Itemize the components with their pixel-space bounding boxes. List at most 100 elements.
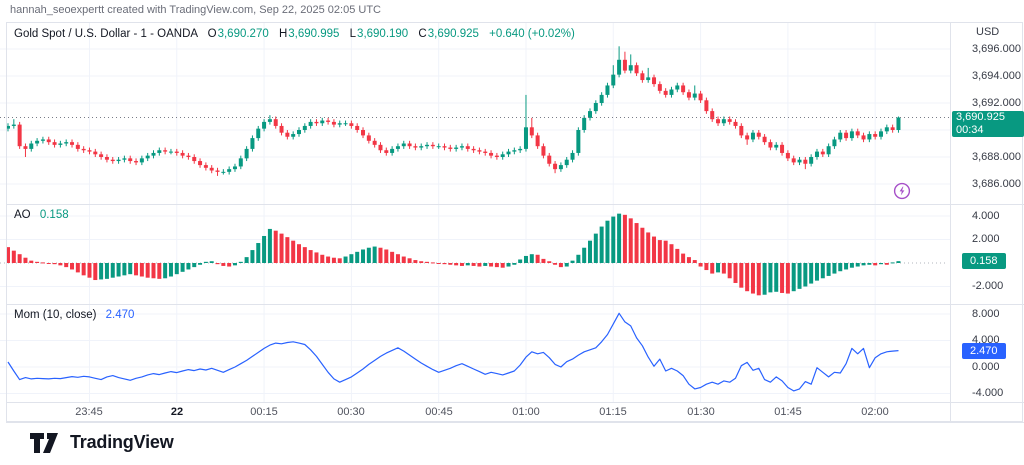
candle-body [844, 132, 849, 139]
ao-bar [855, 263, 860, 267]
candle-body [262, 121, 267, 129]
candle-body [593, 103, 598, 112]
candle-body [203, 165, 208, 168]
candle-body [861, 135, 866, 140]
candle-body [384, 150, 389, 153]
ao-bar [489, 263, 494, 267]
axis-tick-label: 4.000 [972, 210, 1000, 222]
time-tick-label: 01:30 [687, 406, 715, 418]
candle-body [588, 111, 592, 118]
ao-bar [314, 252, 319, 263]
candle-body [232, 166, 237, 170]
tradingview-logo[interactable]: TradingView [30, 432, 174, 453]
time-tick-label: 22 [170, 406, 184, 418]
ao-bar [826, 263, 831, 276]
candle-body [302, 125, 307, 130]
ao-value-badge: 0.158 [962, 253, 1006, 269]
candle-body [407, 143, 412, 147]
candle-body [576, 130, 581, 153]
candle-body [826, 146, 831, 155]
pane-divider [6, 422, 1024, 423]
candle-body [163, 150, 168, 152]
candle-body [739, 125, 744, 136]
ao-bar [512, 263, 517, 265]
ao-bar [844, 263, 849, 270]
price-scale[interactable]: USD 3,690.925 00:34 0.158 2.470 3,696.00… [950, 22, 1024, 422]
ao-title: AO [14, 209, 31, 221]
candle-body [40, 139, 45, 141]
candle-body [116, 159, 121, 162]
ao-bar [215, 263, 220, 265]
ao-bar [372, 246, 377, 263]
candle-body [180, 152, 185, 156]
ao-bar [890, 262, 895, 264]
ao-bar [611, 216, 616, 263]
candle-body [430, 144, 435, 147]
ao-bar [879, 263, 883, 265]
candle-body [884, 127, 889, 132]
ao-bar [93, 263, 98, 281]
candle-body [558, 165, 563, 170]
time-tick-label: 23:45 [75, 406, 103, 418]
ao-bar [139, 263, 144, 277]
candle-body [395, 146, 400, 149]
ao-bar [588, 240, 592, 263]
ao-bar [785, 263, 790, 294]
candle-body [64, 142, 69, 144]
candle-body [570, 152, 575, 160]
ao-bar [849, 263, 854, 268]
candle-body [256, 128, 261, 139]
candle-body [814, 151, 819, 157]
candle-body [762, 136, 767, 143]
candle-body [93, 151, 98, 155]
candle-body [442, 146, 447, 148]
candle-body [745, 135, 750, 140]
candle-body [372, 140, 377, 145]
candle-body [838, 132, 843, 140]
ao-bar [366, 247, 371, 263]
tradingview-logo-mark [30, 432, 58, 453]
candle-body [686, 92, 691, 98]
ao-bar [203, 261, 208, 263]
candle-body [52, 142, 57, 145]
candle-body [518, 148, 523, 151]
credit-line: hannah_seoexpertt created with TradingVi… [10, 4, 381, 16]
candle-body [599, 94, 604, 103]
time-tick-label: 01:00 [512, 406, 540, 418]
candle-body [698, 93, 703, 101]
lightning-icon[interactable] [893, 182, 911, 200]
ao-bar [221, 263, 226, 266]
ao-bar [419, 261, 424, 263]
ao-bar [256, 243, 261, 263]
candle-body [343, 123, 348, 125]
ohlc-high-value: 3,690.995 [288, 28, 340, 40]
time-axis[interactable]: 23:45 22 00:15 00:30 00:45 01:00 01:15 01:30 01:… [0, 402, 950, 422]
ao-bar [739, 263, 744, 288]
ao-bar [459, 263, 464, 266]
chart-canvas[interactable] [0, 0, 950, 402]
ao-bar [681, 253, 686, 263]
ohlc-low-value: 3,690.190 [357, 28, 409, 40]
ao-bar [791, 263, 796, 292]
ao-bar [302, 247, 307, 263]
candle-body [797, 159, 802, 163]
candle-body [890, 127, 895, 130]
candle-body [471, 148, 476, 151]
candle-body [145, 155, 150, 159]
candle-body [139, 158, 144, 163]
ao-bar [762, 263, 767, 295]
scale-separator [950, 22, 951, 422]
ao-bar [774, 263, 779, 292]
ao-bar [564, 263, 569, 267]
ao-bar [861, 263, 866, 266]
ao-bar [11, 250, 16, 263]
candle-body [448, 147, 453, 149]
footer: TradingView [0, 423, 1024, 465]
candle-body [157, 150, 162, 153]
ao-bar [832, 263, 837, 274]
candle-body [46, 139, 51, 143]
ao-bar [553, 263, 558, 265]
candle-body [809, 157, 814, 164]
last-price-value: 3,690.925 [956, 111, 1005, 123]
